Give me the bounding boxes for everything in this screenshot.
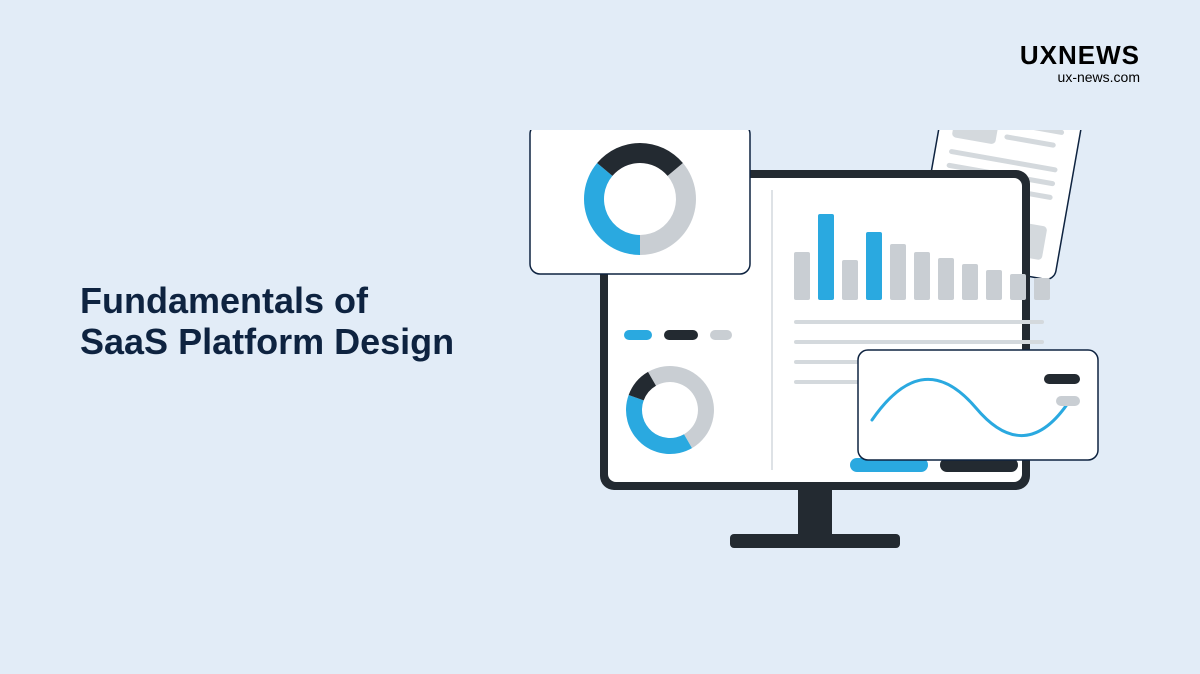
- hero-illustration: [520, 130, 1120, 610]
- float-wave-card: [858, 350, 1098, 460]
- page-headline: Fundamentals of SaaS Platform Design: [80, 280, 454, 363]
- headline-line-1: Fundamentals of: [80, 280, 454, 321]
- float-donut-card: [530, 130, 750, 274]
- brand-logo: UXNEWS: [1020, 40, 1140, 71]
- brand-url: ux-news.com: [1020, 69, 1140, 85]
- brand-block: UXNEWS ux-news.com: [1020, 40, 1140, 85]
- headline-line-2: SaaS Platform Design: [80, 321, 454, 362]
